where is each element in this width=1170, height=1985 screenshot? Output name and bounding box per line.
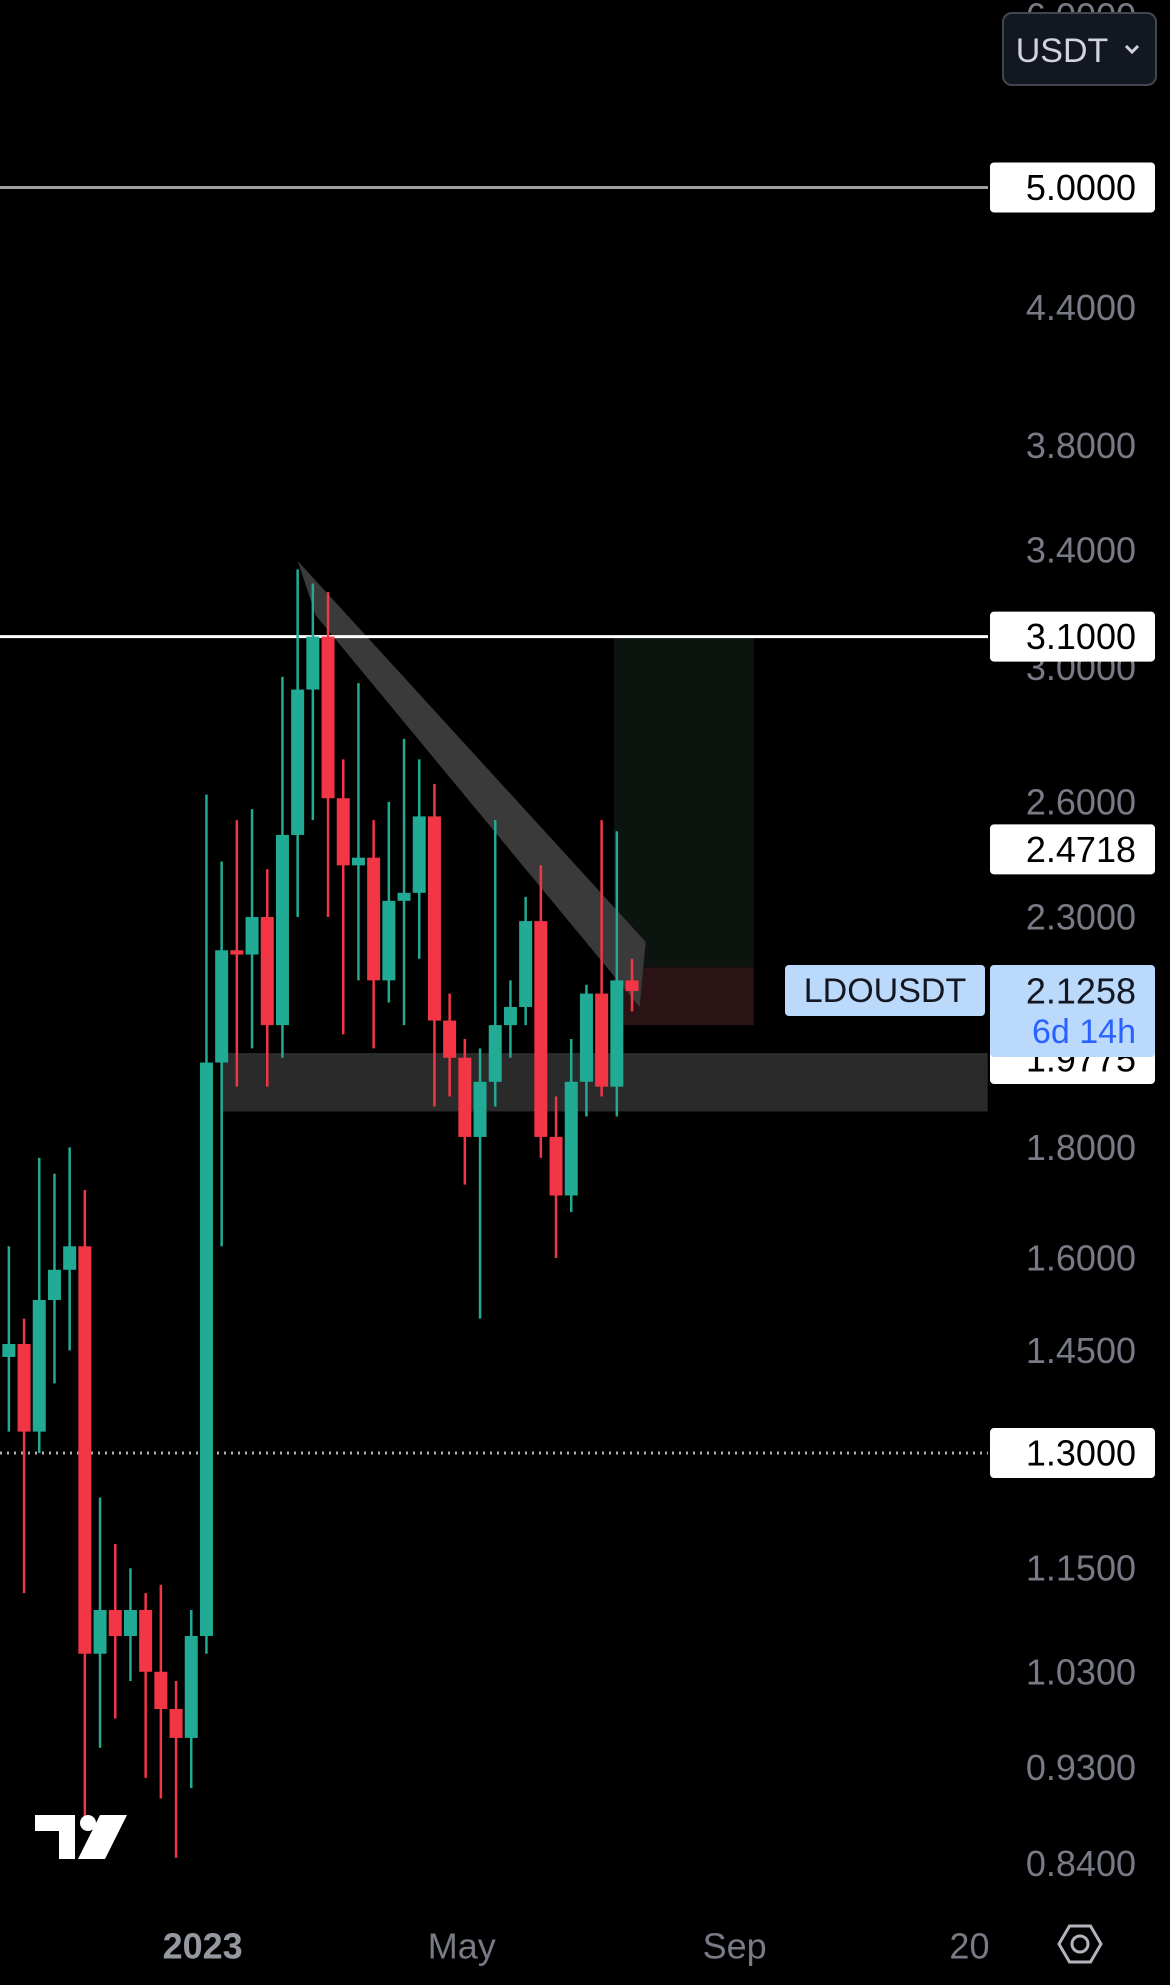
candle-body <box>321 636 335 799</box>
y-tick-label: 2.6000 <box>1026 781 1136 822</box>
y-tick-label: 1.6000 <box>1026 1237 1136 1278</box>
symbol-box <box>785 965 985 1017</box>
level-lines <box>0 185 988 1455</box>
candle-body <box>306 636 320 690</box>
y-tick-label: 1.4500 <box>1026 1330 1136 1371</box>
candle-body <box>2 1344 16 1357</box>
candle-body <box>93 1610 107 1654</box>
candle-body <box>625 980 639 992</box>
candle-body <box>215 950 229 1063</box>
candle-body <box>412 816 426 893</box>
candle-body <box>169 1709 183 1738</box>
logo-dot <box>80 1815 96 1831</box>
candle-body <box>382 900 396 981</box>
settings-icon[interactable] <box>1057 1924 1103 1964</box>
candle-body <box>534 921 548 1137</box>
y-tick-label: 0.8400 <box>1026 1843 1136 1884</box>
x-tick-label: Sep <box>703 1926 767 1967</box>
y-tick-label: 1.0300 <box>1026 1651 1136 1692</box>
candle-body <box>443 1020 457 1058</box>
level-label: 2.4718 <box>1026 829 1136 870</box>
y-tick-label: 3.4000 <box>1026 529 1136 570</box>
candle-body <box>519 921 533 1007</box>
level-label: 5.0000 <box>1026 167 1136 208</box>
candle-body <box>458 1057 472 1137</box>
x-tick-label: 20 <box>949 1926 989 1967</box>
candle-body <box>397 892 411 901</box>
candle-body <box>336 798 350 866</box>
candle-body <box>184 1635 198 1738</box>
gear[interactable] <box>1057 1924 1103 1964</box>
candle-body <box>78 1246 92 1654</box>
level-label-box <box>990 162 1155 213</box>
symbol-label: LDOUSDT <box>804 972 966 1010</box>
level-label-box <box>990 824 1155 875</box>
trend-band <box>297 560 646 1007</box>
zone <box>613 636 754 968</box>
y-tick-label: 1.8000 <box>1026 1127 1136 1168</box>
y-tick-label: 2.3000 <box>1026 897 1136 938</box>
candle-body <box>47 1269 61 1301</box>
chevron[interactable] <box>1124 44 1140 55</box>
level-label: 1.3000 <box>1026 1433 1136 1474</box>
logo-t <box>35 1815 75 1859</box>
level-label-box <box>990 611 1155 662</box>
candle-body <box>579 993 593 1082</box>
gear-hole[interactable] <box>1070 1934 1090 1954</box>
candle-body <box>108 1610 122 1636</box>
candle-body <box>154 1671 168 1710</box>
price-label: 2.1258 <box>1026 971 1136 1012</box>
candle-body <box>564 1081 578 1196</box>
button-frame[interactable] <box>1002 12 1157 86</box>
countdown-label: 6d 14h <box>1032 1013 1136 1051</box>
candle-body <box>123 1610 137 1636</box>
candle-body <box>199 1062 213 1636</box>
candle-body <box>260 917 274 1026</box>
currency-label[interactable]: USDT <box>1016 32 1109 70</box>
candle-body <box>367 857 381 981</box>
candle-body <box>351 857 365 866</box>
candle-body <box>610 980 624 1087</box>
x-tick-label: 2023 <box>163 1926 243 1967</box>
candle-body <box>32 1300 46 1432</box>
y-tick-label: 1.1500 <box>1026 1548 1136 1589</box>
candle-body <box>427 816 441 1021</box>
candle-body <box>549 1136 563 1196</box>
candle-body <box>275 834 289 1026</box>
candles <box>2 569 639 1858</box>
candle-body <box>63 1246 77 1270</box>
currency-button[interactable]: USDT <box>1002 12 1157 86</box>
candle-body <box>473 1081 487 1137</box>
candle-body <box>139 1610 153 1672</box>
level-label: 3.1000 <box>1026 616 1136 657</box>
level-label-box <box>990 1428 1155 1479</box>
candle-body <box>488 1025 502 1082</box>
tradingview-logo <box>35 1815 127 1859</box>
y-tick-label: 3.8000 <box>1026 425 1136 466</box>
logo-slash <box>78 1815 127 1859</box>
x-tick-label: May <box>428 1926 496 1967</box>
candle-body <box>595 993 609 1087</box>
candle-body <box>245 917 259 955</box>
candle-body <box>17 1344 31 1432</box>
price-box <box>990 965 1155 1058</box>
candle-body <box>230 950 244 955</box>
y-tick-label: 0.9300 <box>1026 1747 1136 1788</box>
candle-body <box>291 689 305 835</box>
y-tick-label: 4.4000 <box>1026 287 1136 328</box>
candle-body <box>503 1006 517 1026</box>
